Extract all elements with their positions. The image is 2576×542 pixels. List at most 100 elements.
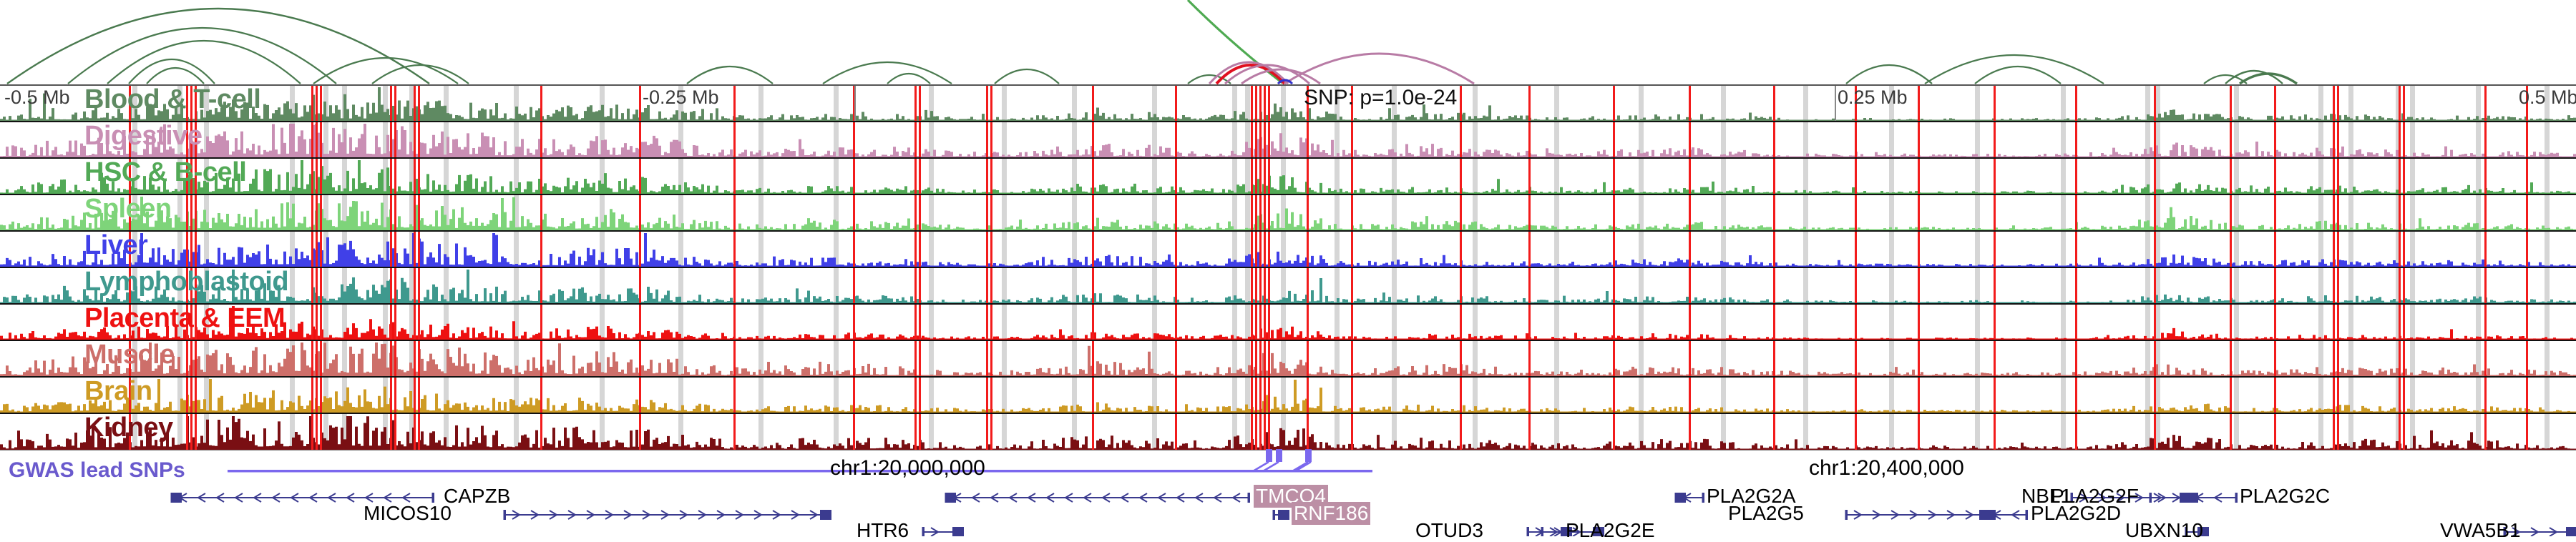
snp-marker-line [2403,414,2405,450]
snp-marker-line [186,268,188,303]
snp-marker-line [390,341,392,376]
gene-model-pla2g5[interactable] [1845,510,1991,520]
snp-marker-line [390,122,392,157]
snp-marker-line [1092,341,1094,376]
gene-model-tmco4[interactable] [945,493,1251,503]
snp-marker-line [2230,122,2232,157]
snp-marker-line [1092,268,1094,303]
snp-marker-line [1259,195,1262,230]
signal-track-placenta-eem[interactable]: Placenta & EEM [0,305,2576,341]
gene-label-htr6[interactable]: HTR6 [857,519,909,542]
gene-model-pla2g2d[interactable] [1985,510,2029,520]
snp-marker-line [1689,122,1691,157]
snp-marker-line [1259,268,1262,303]
snp-marker-line [2154,195,2156,230]
snp-marker-line [186,195,188,230]
snp-marker-line [418,86,420,121]
snp-marker-line [919,232,921,267]
snp-marker-line [129,305,131,340]
gene-label-ubxn10[interactable]: UBXN10 [2125,519,2203,542]
snp-marker-line [311,305,313,340]
signal-track-brain[interactable]: Brain [0,378,2576,414]
snp-marker-line [195,341,197,376]
snp-marker-line [418,122,420,157]
snp-marker-line [186,414,188,450]
snp-marker-line [990,378,992,413]
snp-marker-line [1264,341,1266,376]
gene-label-rnf186[interactable]: RNF186 [1292,502,1370,525]
gene-label-pla2g2c[interactable]: PLA2G2C [2240,485,2330,508]
gene-model-htr6[interactable] [922,527,965,536]
snp-marker-line [1689,86,1691,121]
snp-marker-line [1264,122,1266,157]
snp-marker-line [1460,268,1462,303]
gene-label-micos10[interactable]: MICOS10 [364,502,452,525]
snp-marker-line [186,159,188,194]
snp-marker-line [1351,378,1353,413]
snp-marker-line [914,305,917,340]
snp-marker-line [320,122,322,157]
signal-track-digestive[interactable]: Digestive [0,122,2576,159]
snp-marker-line [914,122,917,157]
signal-track-hsc-b-cell[interactable]: HSC & B-cell [0,159,2576,195]
gene-label-pla2g2e[interactable]: PLA2G2E [1566,519,1655,542]
gene-model-rnf186[interactable] [1273,510,1290,520]
interaction-arc [313,58,458,84]
signal-track-muscle[interactable]: Muscle [0,341,2576,378]
snp-marker-line [320,232,322,267]
snp-marker-line [1351,268,1353,303]
gene-label-vwa5b1[interactable]: VWA5B1 [2440,519,2521,542]
gene-model-pla2g2c[interactable] [2187,493,2238,503]
snp-marker-line [1268,341,1270,376]
snp-marker-line [1307,232,1309,267]
snp-marker-line [853,232,855,267]
snp-marker-line [2333,122,2335,157]
snp-marker-line [1613,159,1615,194]
gene-label-pla2g2d[interactable]: PLA2G2D [2031,502,2121,525]
chromatin-loop-arc-panel [0,0,2576,84]
snp-marker-line [1460,159,1462,194]
snp-marker-line [190,86,192,121]
signal-track-spleen[interactable]: Spleen [0,195,2576,232]
snp-marker-line [986,378,988,413]
snp-marker-line [316,86,318,121]
snp-marker-line [2274,232,2276,267]
snp-marker-line [394,268,396,303]
snp-marker-line [1994,159,1996,194]
snp-marker-line [2403,305,2405,340]
snp-marker-line [2484,305,2487,340]
snp-marker-line [129,268,131,303]
snp-marker-line [1307,305,1309,340]
snp-marker-line [986,305,988,340]
gene-label-otud3[interactable]: OTUD3 [1415,519,1483,542]
snp-marker-line [1689,378,1691,413]
signal-track-lymphoblastoid[interactable]: Lymphoblastoid [0,268,2576,305]
snp-marker-line [1268,378,1270,413]
signal-track-kidney[interactable]: Kidney [0,414,2576,450]
snp-marker-line [316,159,318,194]
snp-marker-line [320,305,322,340]
snp-marker-line [2154,86,2156,121]
gene-model-pla2g2a[interactable] [1675,493,1705,503]
gene-label-capzb[interactable]: CAPZB [444,485,510,508]
signal-track-liver[interactable]: Liver [0,232,2576,268]
snp-marker-line [2403,232,2405,267]
gene-model-capzb[interactable] [171,493,435,503]
snp-marker-line [311,268,313,303]
snp-marker-line [639,232,641,267]
snp-marker-line [390,378,392,413]
snp-marker-line [1264,159,1266,194]
snp-marker-line [414,86,416,121]
snp-marker-line [190,159,192,194]
gene-model-micos10[interactable] [504,510,832,520]
snp-marker-line [414,268,416,303]
snp-marker-line [190,414,192,450]
snp-marker-line [1268,86,1270,121]
snp-marker-line [914,86,917,121]
interaction-arc [147,68,204,84]
gene-label-pla2g5[interactable]: PLA2G5 [1728,502,1804,525]
snp-marker-line [2403,195,2405,230]
snp-marker-line [394,195,396,230]
snp-marker-line [2337,122,2339,157]
